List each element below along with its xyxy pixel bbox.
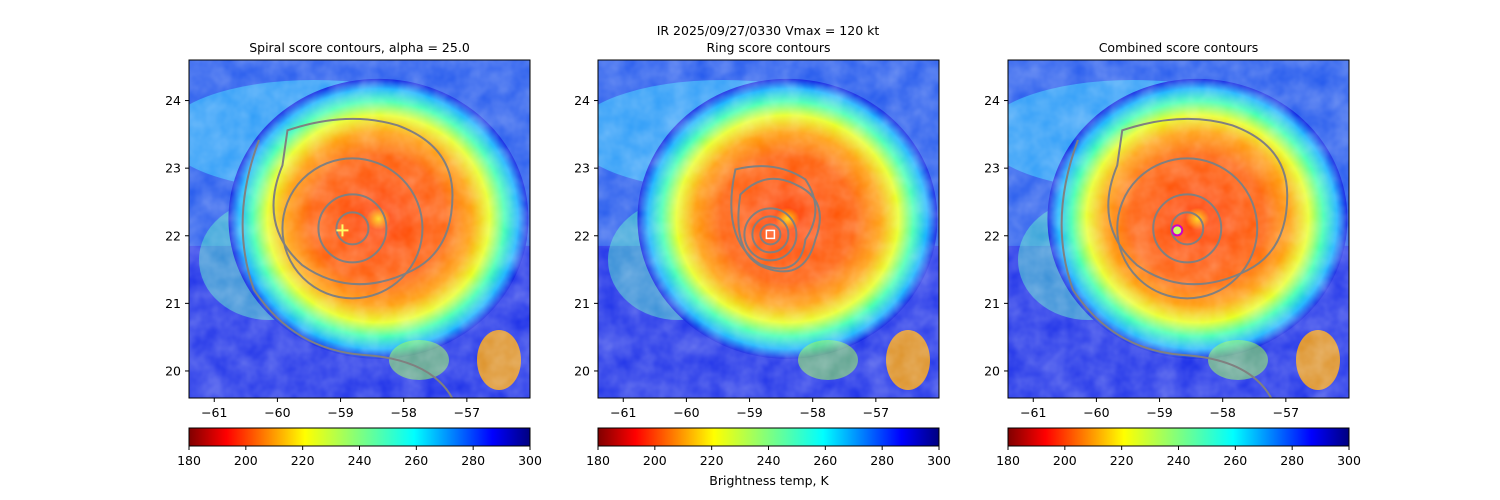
y-tick-label: 22 — [984, 228, 1000, 243]
y-tick-label: 23 — [574, 161, 590, 176]
contour-line — [1170, 211, 1205, 246]
axes-frame — [597, 59, 940, 399]
panel-3: Combined score contours −61 −60 −59 −58 −57 20… — [984, 40, 1361, 468]
x-tick-label: −60 — [264, 405, 290, 420]
colorbar-tick-label: 220 — [700, 453, 724, 468]
colorbar-tick-label: 280 — [1280, 453, 1304, 468]
colorbar-tick-label: 300 — [518, 453, 542, 468]
y-tick-label: 22 — [165, 228, 181, 243]
y-tick-label: 23 — [984, 161, 1000, 176]
colorbar-tick-label: 220 — [291, 453, 315, 468]
x-tick-label: −61 — [1020, 405, 1046, 420]
x-tick-label: −58 — [800, 405, 826, 420]
x-tick-label: −60 — [673, 405, 699, 420]
score-contours — [730, 165, 821, 273]
panel-title: Ring score contours — [706, 40, 830, 55]
contour-line — [1060, 139, 1273, 398]
y-tick-label: 24 — [984, 93, 1000, 108]
colorbar-tick-label: 240 — [757, 453, 781, 468]
colorbar-tick-label: 200 — [1053, 453, 1077, 468]
colorbar-tick-label: 300 — [927, 453, 951, 468]
ir-image — [189, 60, 530, 398]
colorbar-label: Brightness temp, K — [709, 473, 829, 488]
colorbar — [1007, 427, 1350, 447]
x-tick-label: −59 — [736, 405, 762, 420]
cloud-texture — [598, 60, 939, 398]
y-tick-label: 20 — [165, 363, 181, 378]
colorbar — [597, 427, 940, 447]
colorbar-tick-label: 180 — [996, 453, 1020, 468]
contour-line — [317, 193, 388, 264]
ir-image — [598, 60, 939, 398]
y-tick-label: 24 — [165, 93, 181, 108]
y-tick-label: 23 — [165, 161, 181, 176]
center-marker — [336, 224, 349, 237]
contour-line — [335, 211, 370, 246]
panel-1: Spiral score contours, alpha = 25.0 −61 −6… — [165, 40, 542, 468]
axes-frame — [1007, 59, 1350, 399]
x-tick-label: −57 — [863, 405, 889, 420]
contour-line — [1152, 193, 1223, 264]
colorbar-tick-label: 180 — [586, 453, 610, 468]
x-tick-label: −59 — [1146, 405, 1172, 420]
panel-title: Spiral score contours, alpha = 25.0 — [249, 40, 470, 55]
y-tick-label: 21 — [574, 296, 590, 311]
center-marker — [765, 229, 776, 240]
colorbar-tick-label: 240 — [348, 453, 372, 468]
colorbar-tick-label: 280 — [870, 453, 894, 468]
x-tick-label: −61 — [201, 405, 227, 420]
y-tick-label: 21 — [165, 296, 181, 311]
y-tick-label: 22 — [574, 228, 590, 243]
x-tick-label: −57 — [1273, 405, 1299, 420]
contour-line — [1107, 117, 1289, 286]
y-tick-label: 20 — [984, 363, 1000, 378]
x-tick-label: −61 — [610, 405, 636, 420]
x-tick-label: −58 — [391, 405, 417, 420]
x-tick-label: −59 — [327, 405, 353, 420]
contour-line — [272, 117, 454, 286]
contour-line — [743, 207, 798, 262]
colorbar-tick-label: 180 — [177, 453, 201, 468]
ir-image — [1008, 60, 1349, 398]
axes-frame — [188, 59, 531, 399]
y-tick-label: 20 — [574, 363, 590, 378]
x-tick-label: −60 — [1083, 405, 1109, 420]
x-tick-label: −57 — [454, 405, 480, 420]
contour-line — [751, 215, 790, 254]
colorbar — [188, 427, 531, 447]
y-tick-label: 21 — [984, 296, 1000, 311]
center-marker — [1171, 224, 1184, 237]
contour-line — [281, 157, 424, 300]
colorbar-tick-label: 220 — [1110, 453, 1134, 468]
cloud-texture — [189, 60, 530, 398]
score-contours — [241, 117, 454, 398]
contour-line — [241, 139, 454, 398]
colorbar-tick-label: 200 — [234, 453, 258, 468]
suptitle: IR 2025/09/27/0330 Vmax = 120 kt — [657, 23, 880, 38]
colorbar-tick-label: 280 — [461, 453, 485, 468]
colorbar-tick-label: 260 — [813, 453, 837, 468]
panel-2: Ring score contours −61 −60 −59 −58 −57 20 21 22… — [574, 40, 951, 468]
colorbar-tick-label: 200 — [643, 453, 667, 468]
colorbar-tick-label: 260 — [1223, 453, 1247, 468]
x-tick-label: −58 — [1210, 405, 1236, 420]
colorbar-tick-label: 300 — [1337, 453, 1361, 468]
colorbar-tick-label: 240 — [1167, 453, 1191, 468]
contour-line — [1116, 157, 1259, 300]
panels: Spiral score contours, alpha = 25.0 −61 −6… — [165, 40, 1361, 468]
contour-line — [730, 165, 817, 270]
colorbar-tick-label: 260 — [404, 453, 428, 468]
y-tick-label: 24 — [574, 93, 590, 108]
score-contours — [1060, 117, 1289, 398]
contour-line — [759, 223, 782, 246]
panel-title: Combined score contours — [1099, 40, 1259, 55]
